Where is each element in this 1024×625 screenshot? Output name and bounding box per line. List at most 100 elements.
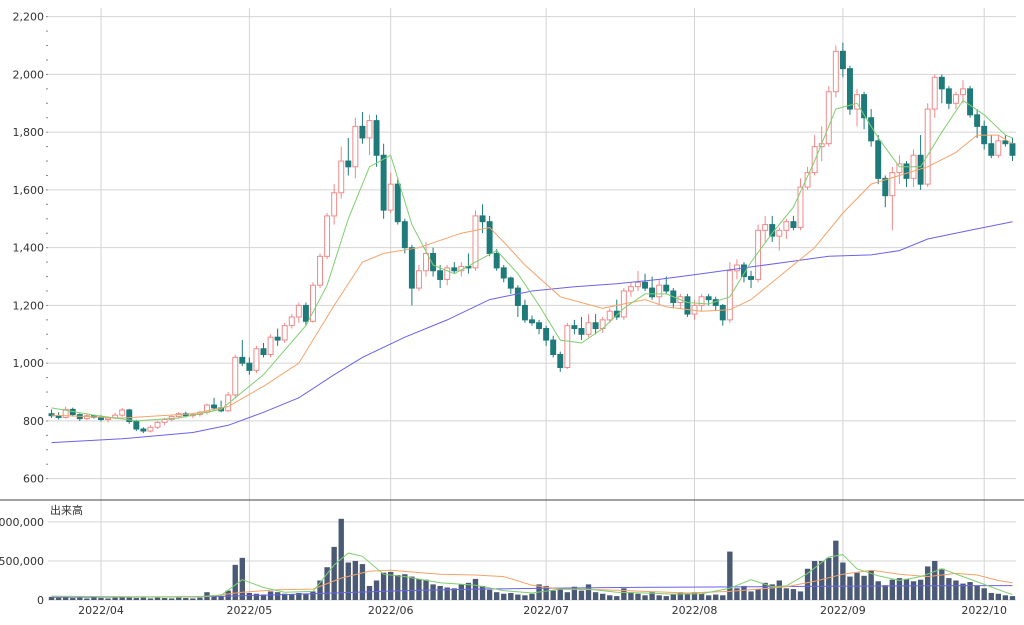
volume-bar (402, 574, 408, 600)
candle-body (161, 418, 168, 423)
candle-body (281, 325, 288, 341)
candle-body (119, 409, 126, 416)
candle (592, 314, 599, 335)
volume-ma-long-line (51, 585, 1013, 598)
volume-bar (917, 579, 924, 600)
volume-bar (493, 592, 500, 600)
volume-bar (741, 585, 747, 600)
candle (740, 262, 747, 283)
volume-bar (861, 575, 867, 600)
candle (854, 88, 860, 127)
candle-body (246, 362, 253, 371)
volume-bar (147, 598, 154, 600)
candle (366, 114, 373, 156)
candle-body (854, 94, 860, 110)
candle-body (486, 221, 493, 254)
volume-bar (218, 596, 224, 600)
candle-body (726, 270, 733, 321)
x-tick-label: 2022/07 (523, 604, 569, 617)
volume-bar (253, 593, 260, 600)
candle (825, 85, 832, 147)
candle (903, 161, 910, 188)
volume-bar (571, 586, 578, 600)
candle-body (889, 172, 896, 197)
candle-body (451, 267, 458, 272)
candle (302, 302, 309, 326)
candle (225, 392, 232, 413)
candle-body (366, 120, 373, 139)
candle (550, 335, 557, 358)
candle-body (868, 117, 875, 142)
volume-bar (713, 594, 719, 600)
candle-body (394, 183, 401, 223)
volume-bar (720, 595, 726, 600)
candle-body (952, 94, 959, 104)
candle-body (811, 146, 818, 174)
volume-bar (698, 593, 705, 600)
candle-body (536, 322, 543, 330)
candle-body (592, 322, 599, 330)
candle (133, 419, 140, 432)
candle-body (423, 252, 429, 272)
candle (246, 357, 253, 375)
candle-body (543, 328, 550, 341)
candle-body (804, 172, 811, 188)
volume-bar (225, 590, 231, 600)
volume-bar (529, 593, 535, 600)
candle (260, 342, 267, 358)
candle-body (267, 336, 274, 356)
candle-body (401, 221, 408, 249)
candle (726, 262, 733, 323)
volume-bar (769, 584, 775, 600)
volume-ma-short-line (51, 552, 1013, 598)
candle (465, 253, 472, 274)
volume-bar (564, 592, 571, 600)
candle (945, 85, 952, 110)
candle-body (931, 76, 938, 110)
candle (154, 420, 161, 430)
candle-body (649, 287, 656, 298)
candle-body (755, 229, 762, 280)
candle (564, 322, 571, 369)
candle (451, 262, 458, 274)
candle-body (529, 319, 535, 324)
candle (606, 308, 613, 323)
volume-bar (543, 585, 549, 600)
volume-bar (691, 592, 698, 600)
candle (677, 293, 684, 309)
volume-bar (981, 588, 987, 600)
x-tick-label: 2022/04 (78, 604, 124, 617)
candle-body (345, 160, 352, 168)
candle-body (288, 316, 295, 327)
candle (938, 74, 945, 104)
candle (557, 351, 564, 372)
candle (331, 184, 338, 225)
candle-body (550, 339, 557, 356)
volume-bar (946, 578, 952, 600)
candle (345, 137, 352, 176)
volume-bar (282, 593, 288, 600)
candle-body (903, 163, 910, 179)
candle-body (274, 336, 281, 341)
volume-bar (112, 597, 118, 600)
volume-bar (932, 560, 938, 600)
volume-bar (458, 584, 465, 600)
volume-bar (995, 593, 1002, 600)
volume-bar (211, 595, 217, 600)
candle-body (302, 304, 309, 322)
volume-bar (705, 595, 712, 600)
candle-body (514, 287, 521, 306)
candle-body (733, 264, 740, 272)
price-tick-label: 1,000 (13, 357, 45, 370)
volume-bar (133, 598, 140, 600)
candle-body (1009, 143, 1016, 156)
candle-body (606, 310, 613, 321)
candle (288, 314, 295, 329)
candle-body (571, 325, 578, 330)
price-ma-long-line (51, 221, 1013, 444)
volume-bar (98, 598, 104, 600)
volume-bar (515, 594, 521, 600)
candle (585, 314, 592, 338)
candle (839, 42, 846, 78)
